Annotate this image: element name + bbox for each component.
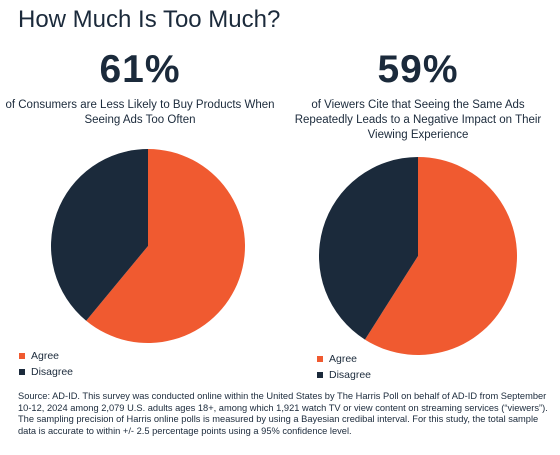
pie-slice-disagree <box>318 157 418 340</box>
legend-swatch-disagree <box>19 369 25 375</box>
chart-caption: of Consumers are Less Likely to Buy Prod… <box>5 99 275 126</box>
legend: Agree Disagree <box>317 351 371 383</box>
legend-label: Disagree <box>31 366 74 378</box>
legend-label: Agree <box>329 353 358 365</box>
pie-chart <box>318 157 517 355</box>
legend-swatch-disagree <box>317 372 323 378</box>
headline-stat: 59% <box>377 48 459 91</box>
legend-item-disagree: Disagree <box>19 364 73 380</box>
pie-slice-disagree <box>51 149 149 321</box>
chart-panel-consumers: 61% of Consumers are Less Likely to Buy … <box>5 48 275 388</box>
pie-slice-agree <box>364 157 517 355</box>
legend-label: Disagree <box>329 369 372 381</box>
page-title: How Much Is Too Much? <box>18 6 281 33</box>
legend-item-disagree: Disagree <box>317 367 371 383</box>
chart-panel-viewers: 59% of Viewers Cite that Seeing the Same… <box>283 48 553 388</box>
legend-swatch-agree <box>19 353 25 359</box>
legend-item-agree: Agree <box>317 351 371 367</box>
legend-swatch-agree <box>317 356 323 362</box>
headline-stat: 61% <box>99 48 181 91</box>
legend: Agree Disagree <box>19 348 73 380</box>
legend-item-agree: Agree <box>19 348 73 364</box>
pie-slice-agree <box>86 149 245 343</box>
pie-chart <box>51 149 245 343</box>
legend-label: Agree <box>31 350 60 362</box>
source-note: Source: AD-ID. This survey was conducted… <box>18 391 548 436</box>
chart-caption: of Viewers Cite that Seeing the Same Ads… <box>294 99 542 141</box>
